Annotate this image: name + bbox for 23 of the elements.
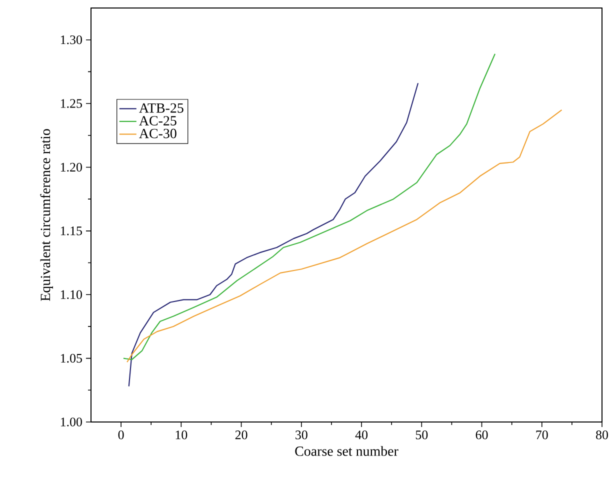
x-tick-label: 0 bbox=[118, 430, 124, 440]
x-tick-label: 80 bbox=[596, 430, 608, 440]
y-tick-label: 1.15 bbox=[60, 226, 82, 236]
line-series bbox=[128, 82, 419, 387]
y-tick-label: 1.10 bbox=[60, 290, 82, 300]
x-tick-label: 20 bbox=[235, 430, 248, 440]
x-tick-label: 60 bbox=[476, 430, 488, 440]
x-tick-label: 30 bbox=[296, 430, 308, 440]
legend-label: AC-25 bbox=[139, 116, 176, 126]
y-tick-label: 1.25 bbox=[60, 99, 82, 108]
x-axis-title: Coarse set number bbox=[295, 446, 398, 456]
x-tick-label: 10 bbox=[176, 430, 188, 440]
legend-label: ATB-25 bbox=[139, 103, 184, 113]
line-series bbox=[122, 53, 496, 360]
y-axis-title: Equivalent circumference ratio bbox=[40, 129, 53, 301]
x-tick-label: 40 bbox=[355, 430, 368, 440]
y-tick-label: 1.30 bbox=[60, 35, 82, 44]
y-tick-label: 1.00 bbox=[60, 418, 82, 426]
x-tick-label: 50 bbox=[416, 430, 428, 440]
y-tick-label: 1.20 bbox=[60, 162, 82, 172]
legend-label: AC-30 bbox=[139, 128, 176, 138]
y-tick-label: 1.05 bbox=[60, 354, 82, 363]
x-tick-label: 70 bbox=[536, 430, 548, 440]
